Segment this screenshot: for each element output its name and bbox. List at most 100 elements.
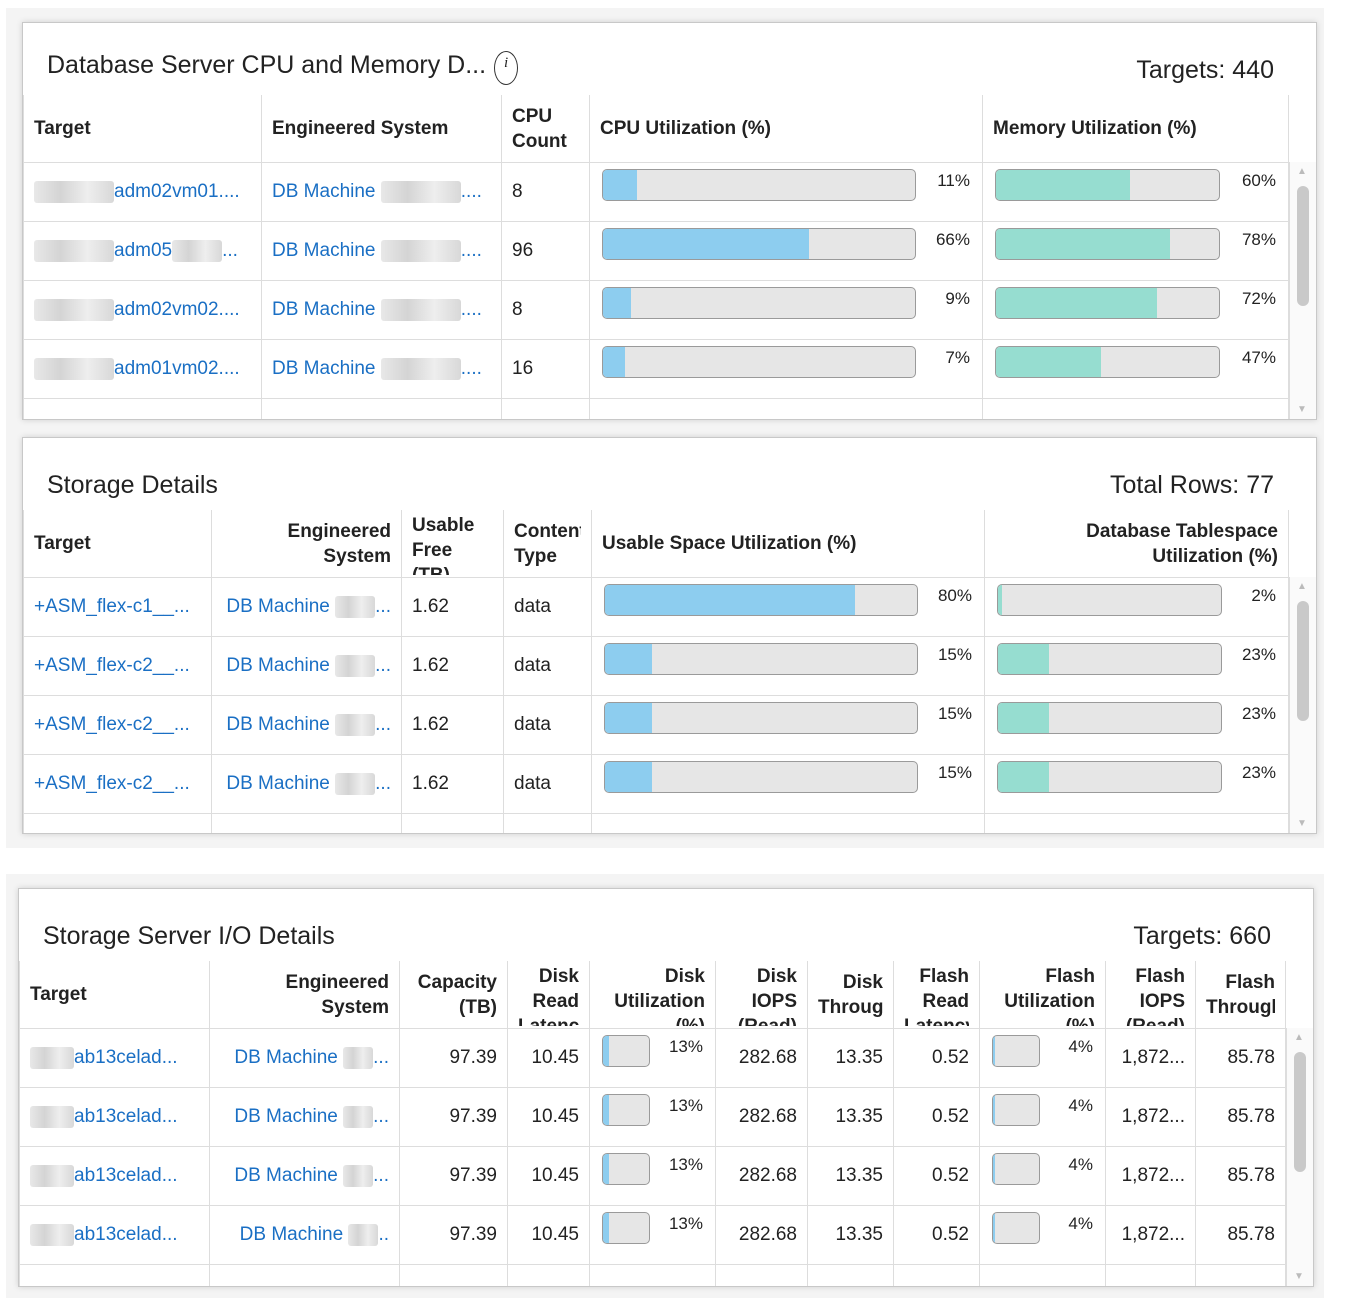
- column-header[interactable]: Flash Throughput: [1195, 961, 1286, 1029]
- table-row: ab13celad... DB Machine .. 97.39 10.45 13% 28…: [19, 1205, 1286, 1265]
- table-row: adm02vm01.... DB Machine .... 8 11% 60%: [23, 162, 1289, 222]
- column-header[interactable]: Engineered System: [211, 510, 402, 578]
- target-link[interactable]: adm02vm02....: [34, 298, 240, 321]
- target-link[interactable]: +ASM_flex-c2__...: [34, 773, 190, 794]
- table-cell: [982, 398, 1289, 419]
- redacted: [343, 1164, 374, 1187]
- system-link[interactable]: DB Machine ....: [272, 180, 482, 203]
- table-cell: 78%: [982, 221, 1289, 281]
- column-header[interactable]: Disk Throughput: [807, 961, 894, 1029]
- column-header[interactable]: Engineered System: [261, 95, 502, 163]
- target-link[interactable]: +ASM_flex-c2__...: [34, 714, 190, 735]
- column-header[interactable]: Flash IOPS (Read): [1105, 961, 1196, 1029]
- link-text: adm05: [114, 240, 173, 261]
- target-link[interactable]: ab13celad...: [30, 1046, 178, 1069]
- column-header[interactable]: CPU Count: [501, 95, 590, 163]
- system-link[interactable]: DB Machine ..: [240, 1223, 389, 1246]
- table-row: +ASM_flex-c2__... DB Machine ... 1.62 data 1…: [23, 754, 1289, 814]
- header-text: Target: [30, 984, 87, 1005]
- table-row: +ASM_flex-c1__... DB Machine ... 1.62 data 8…: [23, 577, 1289, 637]
- target-link[interactable]: adm02vm01....: [34, 180, 240, 203]
- scroll-up[interactable]: ▲: [1297, 166, 1307, 177]
- title-text: Storage Details: [47, 471, 218, 499]
- system-link[interactable]: DB Machine ....: [272, 298, 482, 321]
- percent-label: 15%: [937, 704, 972, 723]
- table-cell: adm02vm02....: [23, 280, 262, 340]
- scroll-thumb[interactable]: [1297, 601, 1309, 721]
- column-header[interactable]: Usable Space Utilization (%): [591, 510, 985, 578]
- table-cell: 1,872...: [1105, 1205, 1196, 1265]
- progress-fill: [603, 229, 809, 259]
- target-link[interactable]: adm01vm02....: [34, 357, 240, 380]
- table-cell: ab13celad...: [19, 1205, 210, 1265]
- system-link[interactable]: DB Machine ...: [226, 595, 391, 618]
- system-link[interactable]: DB Machine ...: [234, 1046, 389, 1069]
- column-header[interactable]: Disk Utilization (%): [589, 961, 716, 1029]
- header-text: Disk Read Latency: [518, 965, 579, 1026]
- column-header[interactable]: Target: [19, 961, 210, 1029]
- table-cell: DB Machine ...: [211, 636, 402, 696]
- table-cell: [979, 1264, 1106, 1286]
- column-header[interactable]: Flash Utilization (%): [979, 961, 1106, 1029]
- scroll-down[interactable]: ▼: [1297, 404, 1307, 415]
- redacted: [335, 595, 376, 618]
- column-header[interactable]: Database Tablespace Utilization (%): [984, 510, 1289, 578]
- system-link[interactable]: DB Machine ...: [226, 654, 391, 677]
- target-link[interactable]: adm05...: [34, 239, 238, 262]
- progress-bar: [602, 1094, 650, 1126]
- column-header[interactable]: Engineered System: [209, 961, 400, 1029]
- table-cell: 282.68: [715, 1146, 808, 1206]
- system-link[interactable]: DB Machine ...: [234, 1105, 389, 1128]
- table-area: Target Engineered System CPU Count CPU Util…: [23, 95, 1290, 419]
- column-header[interactable]: Disk Read Latency: [507, 961, 590, 1029]
- column-header[interactable]: CPU Utilization (%): [589, 95, 983, 163]
- scroll-thumb[interactable]: [1294, 1052, 1306, 1172]
- target-link[interactable]: ab13celad...: [30, 1164, 178, 1187]
- redacted: [343, 1046, 374, 1069]
- table-area: Target Engineered System Capacity (TB) Disk…: [19, 961, 1287, 1286]
- partial-row: [19, 1264, 1286, 1286]
- column-header[interactable]: Disk IOPS (Read): [715, 961, 808, 1029]
- target-link[interactable]: +ASM_flex-c2__...: [34, 655, 190, 676]
- cell-text: 10.45: [531, 1165, 579, 1186]
- system-link[interactable]: DB Machine ...: [226, 713, 391, 736]
- progress-bar: [602, 169, 916, 201]
- table-cell: 97.39: [399, 1146, 508, 1206]
- scroll-down[interactable]: ▼: [1294, 1271, 1304, 1282]
- table-row: ab13celad... DB Machine ... 97.39 10.45 13% 2…: [19, 1028, 1286, 1088]
- target-link[interactable]: ab13celad...: [30, 1223, 178, 1246]
- column-header[interactable]: Target: [23, 95, 262, 163]
- link-text: DB Machine: [272, 358, 376, 379]
- system-link[interactable]: DB Machine ...: [234, 1164, 389, 1187]
- system-link[interactable]: DB Machine ....: [272, 357, 482, 380]
- link-suffix: ....: [460, 181, 482, 202]
- column-header[interactable]: Content Type: [503, 510, 592, 578]
- progress-fill: [603, 347, 625, 377]
- target-link[interactable]: ab13celad...: [30, 1105, 178, 1128]
- system-link[interactable]: DB Machine ...: [226, 772, 391, 795]
- table-cell: 47%: [982, 339, 1289, 399]
- link-text: adm02vm02....: [114, 299, 240, 320]
- table-cell: [893, 1264, 980, 1286]
- scroll-up[interactable]: ▲: [1294, 1032, 1304, 1043]
- column-header[interactable]: Capacity (TB): [399, 961, 508, 1029]
- scroll-down[interactable]: ▼: [1297, 818, 1307, 829]
- system-link[interactable]: DB Machine ....: [272, 239, 482, 262]
- header-text: Engineered System: [287, 520, 391, 567]
- table-cell: 85.78: [1195, 1028, 1286, 1088]
- percent-label: 23%: [1241, 704, 1276, 723]
- header-text: Content Type: [514, 520, 581, 567]
- scroll-up[interactable]: ▲: [1297, 581, 1307, 592]
- info-icon[interactable]: i: [494, 51, 519, 85]
- table-cell: 1,872...: [1105, 1146, 1196, 1206]
- target-link[interactable]: +ASM_flex-c1__...: [34, 596, 190, 617]
- column-header[interactable]: Memory Utilization (%): [982, 95, 1289, 163]
- scroll-thumb[interactable]: [1297, 186, 1309, 306]
- column-header[interactable]: Target: [23, 510, 212, 578]
- column-header[interactable]: Flash Read Latency: [893, 961, 980, 1029]
- progress-bar: [602, 1212, 650, 1244]
- table-cell: adm01vm02....: [23, 339, 262, 399]
- column-header[interactable]: Usable Free (TB): [401, 510, 504, 578]
- panel: Storage Details Total Rows: 77 Target Engin…: [22, 437, 1317, 834]
